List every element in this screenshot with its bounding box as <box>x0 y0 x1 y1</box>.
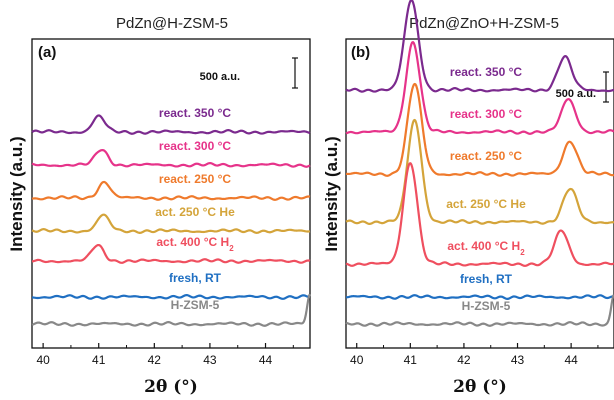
panel-a-x-tick-label: 41 <box>92 353 106 367</box>
panel-a-series-label: react. 300 °C <box>159 139 232 153</box>
panel-a-series-line <box>31 213 311 234</box>
panel-b-x-tick-label: 42 <box>457 353 471 367</box>
panel-b-x-tick-label: 40 <box>350 353 364 367</box>
panel-a-series-label: fresh, RT <box>169 271 222 285</box>
panel-a-series-line <box>31 294 311 300</box>
panel-b-xlabel: 2θ (°) <box>453 377 507 397</box>
panel-b-x-tick-label: 44 <box>564 353 578 367</box>
panel-b-series-line <box>345 294 614 327</box>
panel-a-series-line <box>31 243 311 264</box>
panel-b-series-label: react. 300 °C <box>450 107 523 121</box>
panel-a-series-line <box>31 148 311 168</box>
panel-b-ylabel: Intensity (a.u.) <box>322 136 341 251</box>
panel-a-frame <box>31 38 311 349</box>
panel-b-series-label: react. 250 °C <box>450 149 523 163</box>
panel-a-series-label: act. 250 °C He <box>155 205 235 219</box>
panel-a-series-label: H-ZSM-5 <box>171 298 220 312</box>
panel-b: PdZn@ZnO+H-ZSM-5 (b) 500 a.u. react. 350… <box>345 0 614 367</box>
panel-a-ylabel: Intensity (a.u.) <box>7 136 26 251</box>
panel-b-frame <box>345 38 614 349</box>
panel-a-x-tick-label: 43 <box>203 353 217 367</box>
panel-b-series-label: act. 250 °C He <box>446 197 526 211</box>
panel-b-series-line <box>345 294 614 300</box>
panel-b-series-line <box>345 162 614 267</box>
panel-a-series-line <box>31 180 311 201</box>
panel-a-label: (a) <box>38 44 56 61</box>
panel-b-title: PdZn@ZnO+H-ZSM-5 <box>409 15 559 32</box>
panel-a-title: PdZn@H-ZSM-5 <box>116 15 228 32</box>
panel-b-series-line <box>345 40 614 135</box>
panel-b-label: (b) <box>351 44 370 61</box>
panel-a-xlabel: 2θ (°) <box>144 377 198 397</box>
panel-a-x-tick-label: 40 <box>36 353 50 367</box>
panel-b-series-label: act. 400 °C H2 <box>447 239 525 257</box>
panel-a-series-label: react. 250 °C <box>159 172 232 186</box>
panel-b-series-line <box>345 82 614 177</box>
panel-b-x-tick-label: 41 <box>404 353 418 367</box>
panel-b-series-label: react. 350 °C <box>450 65 523 79</box>
panel-a-x-tick-label: 42 <box>148 353 162 367</box>
panel-a-series-line <box>31 114 311 135</box>
panel-b-series-line <box>345 0 614 93</box>
panel-a-scale-label: 500 a.u. <box>200 71 240 83</box>
panel-b-series-label: H-ZSM-5 <box>462 299 511 313</box>
panel-b-x-tick-label: 43 <box>511 353 525 367</box>
panel-a-series-label: react. 350 °C <box>159 106 232 120</box>
panel-a-x-tick-label: 44 <box>259 353 273 367</box>
panel-a: PdZn@H-ZSM-5 (a) 500 a.u. react. 350 °C r… <box>31 15 311 367</box>
panel-a-series-line <box>31 293 311 327</box>
panel-a-scale-bar: 500 a.u. <box>200 57 298 89</box>
panel-a-series-label: act. 400 °C H2 <box>156 235 234 253</box>
panel-b-series-label: fresh, RT <box>460 272 513 286</box>
panel-b-series-line <box>345 118 614 225</box>
